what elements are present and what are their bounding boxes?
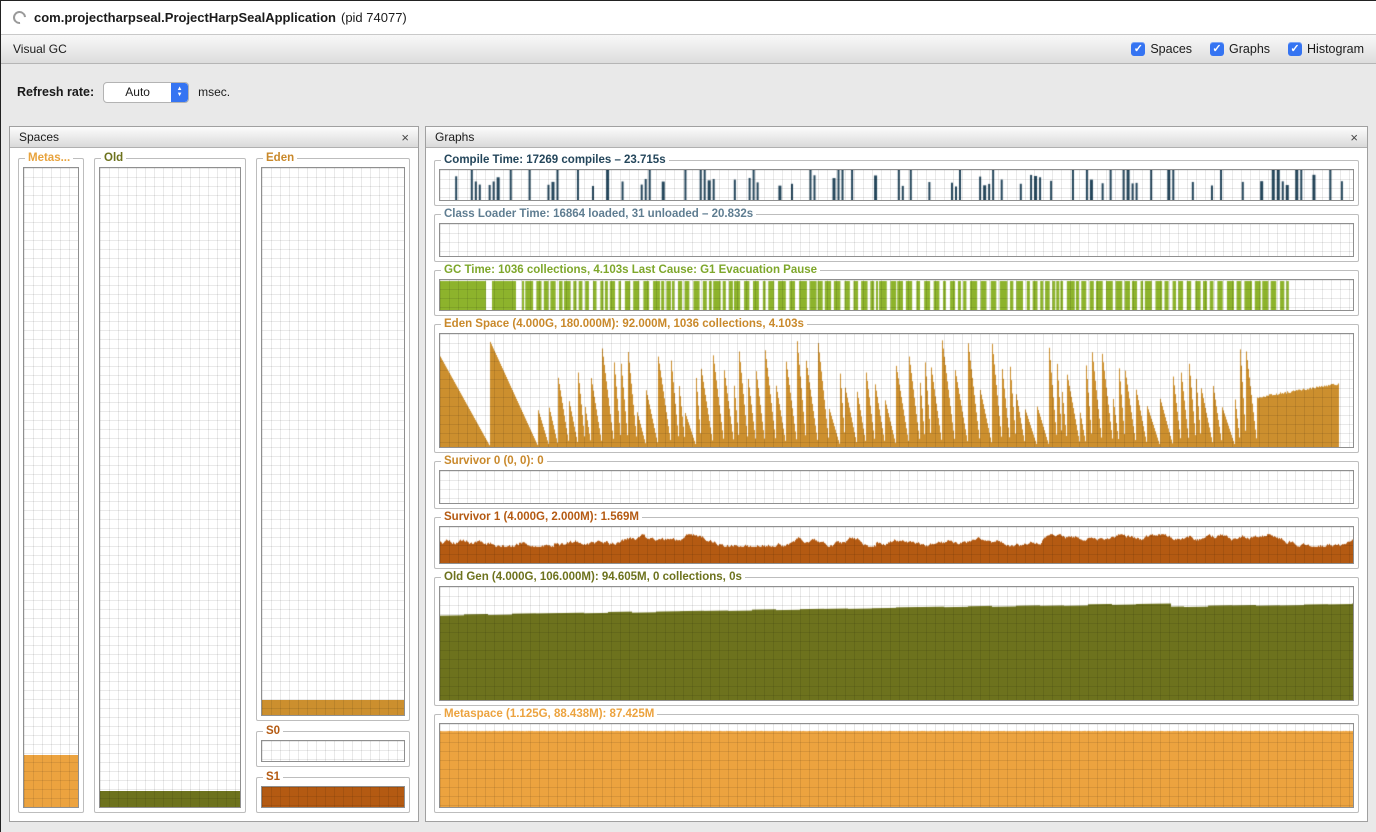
survivor0-title: Survivor 0 (0, 0): 0 [441, 454, 547, 468]
graphs-panel-header: Graphs × [426, 127, 1367, 148]
metaspace-graph-plot [439, 722, 1354, 809]
stepper-arrows-icon[interactable]: ▲ ▼ [171, 82, 189, 102]
gc-time-title: GC Time: 1036 collections, 4.103s Last C… [441, 264, 821, 277]
checkbox-checked-icon[interactable]: ✓ [1288, 42, 1303, 56]
survivor0-space-group: S0 [256, 725, 410, 767]
spaces-checkbox[interactable]: ✓ Spaces [1131, 42, 1192, 56]
graphs-panel-title: Graphs [435, 130, 475, 144]
graphs-panel: Graphs × Compile Time: 17269 compiles – … [425, 126, 1368, 822]
process-spinner-icon [10, 8, 29, 27]
survivor0-canvas [440, 470, 1353, 503]
visualgc-tab-title: Visual GC [13, 42, 67, 56]
old-gen-graph-plot [439, 585, 1354, 701]
spaces-panel-header: Spaces × [10, 127, 418, 148]
survivor1-graph-plot [439, 525, 1354, 564]
eden-space-graph-plot [439, 333, 1354, 448]
histogram-checkbox[interactable]: ✓ Histogram [1288, 42, 1364, 56]
survivor0-space-label: S0 [263, 725, 284, 738]
survivor1-canvas [440, 526, 1353, 563]
eden-column: Eden S0 S1 [256, 152, 410, 813]
graphs-panel-body: Compile Time: 17269 compiles – 23.715s C… [426, 148, 1367, 821]
class-loader-time-plot [439, 223, 1354, 257]
old-gen-graph: Old Gen (4.000G, 106.000M): 94.605M, 0 c… [434, 570, 1359, 706]
class-loader-time-title: Class Loader Time: 16864 loaded, 31 unlo… [441, 208, 757, 221]
grid-overlay [24, 168, 78, 807]
refresh-rate-select[interactable]: Auto ▲ ▼ [103, 81, 190, 103]
old-fill [100, 791, 240, 807]
eden-space-group: Eden [256, 152, 410, 721]
compile-time-canvas [440, 170, 1353, 200]
class-loader-time-graph: Class Loader Time: 16864 loaded, 31 unlo… [434, 208, 1359, 262]
metaspace-space-label: Metas... [25, 152, 74, 165]
page-title: com.projectharpseal.ProjectHarpSealAppli… [34, 10, 407, 25]
metaspace-space-group: Metas... [18, 152, 84, 813]
old-space-label: Old [101, 152, 127, 165]
eden-space-label: Eden [263, 152, 298, 165]
survivor1-space-label: S1 [263, 771, 284, 784]
graphs-checkbox-label: Graphs [1229, 42, 1271, 56]
eden-space-plot [261, 167, 405, 716]
refresh-controls: Refresh rate: Auto ▲ ▼ msec. [1, 64, 1376, 120]
survivor1-graph: Survivor 1 (4.000G, 2.000M): 1.569M [434, 510, 1359, 569]
grid-overlay [262, 168, 404, 715]
spaces-panel-body: Metas... Old [10, 148, 418, 821]
spaces-panel-title: Spaces [19, 130, 60, 144]
metaspace-column: Metas... [18, 152, 84, 813]
eden-space-canvas [440, 334, 1353, 447]
compile-time-plot [439, 169, 1354, 201]
app-pid: (pid 74077) [340, 10, 407, 25]
grid-overlay [100, 168, 240, 807]
survivor1-title: Survivor 1 (4.000G, 2.000M): 1.569M [441, 510, 642, 524]
metaspace-space-plot [23, 167, 79, 808]
app-name: com.projectharpseal.ProjectHarpSealAppli… [34, 10, 336, 25]
compile-time-title: Compile Time: 17269 compiles – 23.715s [441, 154, 669, 167]
view-toggles: ✓ Spaces ✓ Graphs ✓ Histogram [1131, 42, 1364, 56]
application-titlebar: com.projectharpseal.ProjectHarpSealAppli… [1, 1, 1376, 35]
survivor0-space-plot [261, 740, 405, 762]
gc-time-plot [439, 279, 1354, 311]
metaspace-graph-title: Metaspace (1.125G, 88.438M): 87.425M [441, 707, 658, 721]
histogram-checkbox-label: Histogram [1307, 42, 1364, 56]
checkbox-checked-icon[interactable]: ✓ [1131, 42, 1146, 56]
refresh-rate-value: Auto [125, 85, 150, 99]
grid-overlay [262, 741, 404, 761]
graphs-checkbox[interactable]: ✓ Graphs [1210, 42, 1270, 56]
main-content: Spaces × Metas... Old [1, 120, 1376, 832]
stepper-down-icon: ▼ [176, 92, 183, 98]
refresh-rate-unit: msec. [198, 85, 231, 99]
old-space-plot [99, 167, 241, 808]
survivor1-fill [262, 787, 404, 807]
compile-time-graph: Compile Time: 17269 compiles – 23.715s [434, 154, 1359, 206]
checkbox-checked-icon[interactable]: ✓ [1210, 42, 1225, 56]
visualgc-toolbar: Visual GC ✓ Spaces ✓ Graphs ✓ Histogram [1, 35, 1376, 64]
spaces-checkbox-label: Spaces [1150, 42, 1193, 56]
survivor1-space-group: S1 [256, 771, 410, 813]
eden-space-title: Eden Space (4.000G, 180.000M): 92.000M, … [441, 318, 807, 331]
graphs-close-icon[interactable]: × [1350, 129, 1358, 145]
metaspace-canvas [440, 723, 1353, 807]
old-space-group: Old [94, 152, 246, 813]
survivor1-space-plot [261, 786, 405, 808]
eden-space-graph: Eden Space (4.000G, 180.000M): 92.000M, … [434, 318, 1359, 453]
metaspace-graph: Metaspace (1.125G, 88.438M): 87.425M [434, 707, 1359, 814]
refresh-rate-label: Refresh rate: [17, 85, 95, 99]
spaces-panel: Spaces × Metas... Old [9, 126, 419, 822]
gc-time-graph: GC Time: 1036 collections, 4.103s Last C… [434, 264, 1359, 316]
spaces-close-icon[interactable]: × [401, 129, 409, 145]
eden-fill [262, 700, 404, 715]
stepper-up-icon: ▲ [176, 86, 183, 92]
class-loader-time-canvas [440, 224, 1353, 256]
old-gen-title: Old Gen (4.000G, 106.000M): 94.605M, 0 c… [441, 570, 745, 584]
survivor0-graph-plot [439, 469, 1354, 504]
old-gen-canvas [440, 586, 1353, 700]
old-column: Old [94, 152, 246, 813]
gc-time-canvas [440, 280, 1353, 310]
survivor0-graph: Survivor 0 (0, 0): 0 [434, 454, 1359, 509]
metaspace-fill [24, 755, 78, 807]
